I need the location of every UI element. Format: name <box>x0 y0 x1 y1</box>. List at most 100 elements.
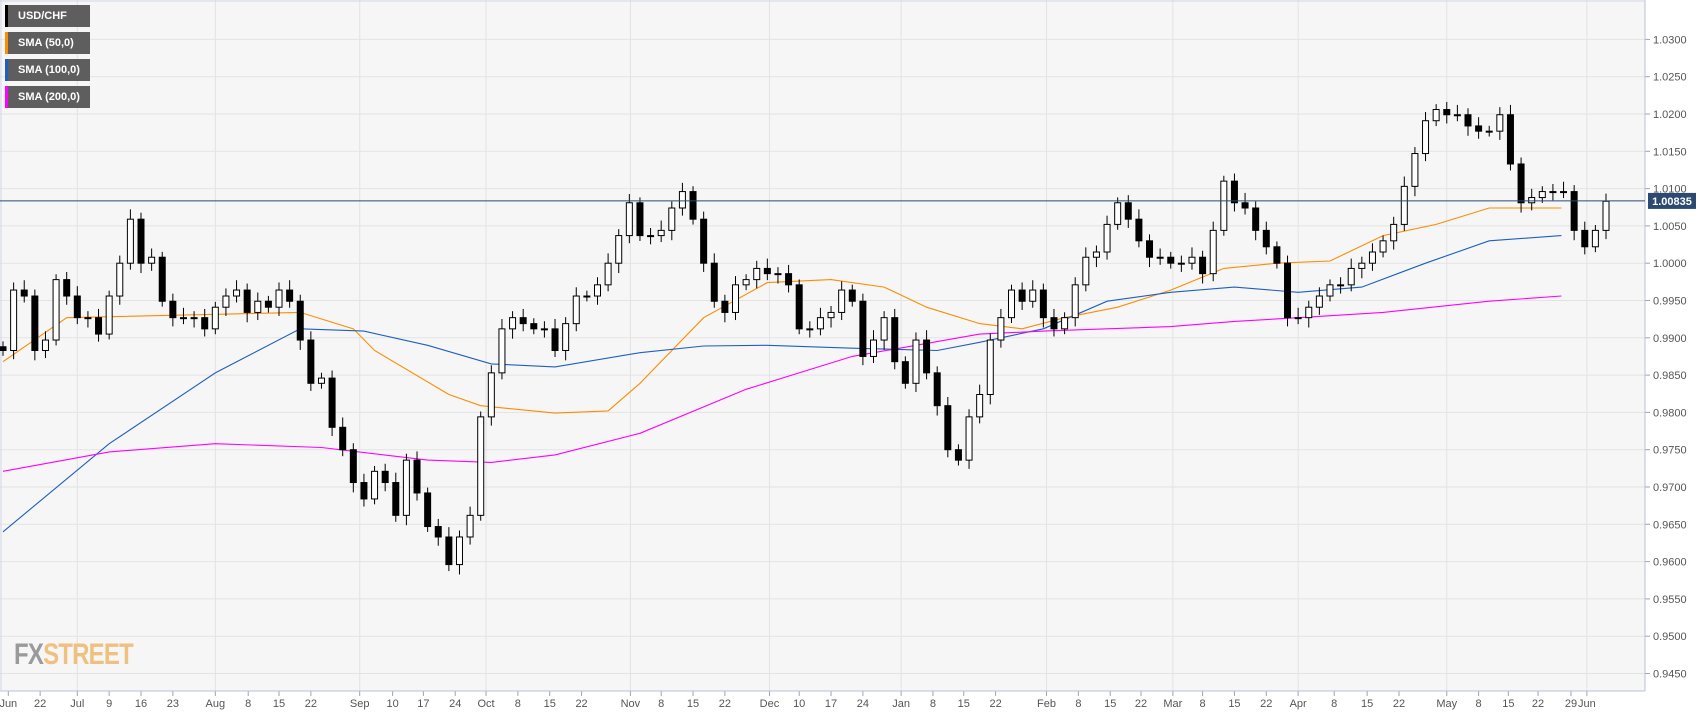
candle-body <box>254 300 262 313</box>
logo-street: STREET <box>43 638 134 671</box>
legend-swatch <box>5 86 8 108</box>
plot-area <box>0 0 1645 691</box>
candle-body <box>689 191 697 220</box>
candle-body <box>116 262 124 297</box>
x-tick-label: 22 <box>1135 698 1147 710</box>
legend-sma50[interactable]: SMA (50,0) <box>5 32 90 54</box>
x-tick-label: 23 <box>167 698 179 710</box>
x-tick-label: Jul <box>70 698 84 710</box>
candle-body <box>63 279 71 297</box>
y-tick-label: 1.0050 <box>1653 221 1687 233</box>
candle-body <box>1018 289 1026 302</box>
candle-body <box>201 317 209 330</box>
candle-body <box>371 470 379 500</box>
x-tick-label: 24 <box>449 698 461 710</box>
candle-body <box>1390 223 1398 242</box>
y-tick-label: 0.9450 <box>1653 669 1687 681</box>
candle-body <box>52 279 60 341</box>
candle-body <box>1305 306 1313 319</box>
x-tick-label: 22 <box>575 698 587 710</box>
candle-body <box>1368 251 1376 264</box>
candle-body <box>402 459 410 516</box>
candle-body <box>445 536 453 566</box>
x-tick-label: 8 <box>1476 698 1482 710</box>
legend-sma200[interactable]: SMA (200,0) <box>5 86 90 108</box>
candle-body <box>1220 180 1228 231</box>
candle-body <box>1241 202 1249 209</box>
candle-body <box>1103 223 1111 253</box>
candle-body <box>625 202 633 237</box>
candle-body <box>339 426 347 451</box>
x-tick-label: Nov <box>621 698 641 710</box>
sma-line <box>2 207 1562 414</box>
candle-body <box>190 317 198 320</box>
candle-body <box>615 235 623 264</box>
x-tick-label: 8 <box>930 698 936 710</box>
candle-body <box>275 289 283 308</box>
x-tick-label: 22 <box>305 698 317 710</box>
x-tick-label: 15 <box>1228 698 1240 710</box>
candle-body <box>1071 284 1079 319</box>
candle-body <box>1570 191 1578 231</box>
candle-body <box>1591 229 1599 248</box>
candle-body <box>795 284 803 330</box>
legend-label: USD/CHF <box>18 10 67 22</box>
candle-body <box>933 372 941 407</box>
candle-body <box>530 323 538 330</box>
candle-body <box>1549 191 1557 194</box>
candle-body <box>636 202 644 237</box>
candle-body <box>1485 130 1493 133</box>
candle-body <box>986 339 994 395</box>
candle-body <box>487 372 495 418</box>
candle-body <box>1453 114 1461 117</box>
candle-body <box>1124 202 1132 220</box>
x-tick-label: 10 <box>793 698 805 710</box>
candle-body <box>498 328 506 374</box>
candle-body <box>880 317 888 341</box>
candle-body <box>31 295 39 351</box>
candle-body <box>976 393 984 418</box>
y-tick-label: 1.0200 <box>1653 109 1687 121</box>
x-tick-label: Oct <box>477 698 494 710</box>
candle-body <box>1432 109 1440 122</box>
legend: USD/CHF SMA (50,0) SMA (100,0) SMA (200,… <box>5 5 90 113</box>
x-tick-label: 29 <box>1565 698 1577 710</box>
legend-swatch <box>5 5 8 27</box>
candle-body <box>264 300 272 308</box>
y-tick-label: 0.9700 <box>1653 482 1687 494</box>
x-tick-label: 15 <box>1361 698 1373 710</box>
logo-fx: FX <box>14 638 44 671</box>
candle-body <box>721 300 729 313</box>
candle-body <box>1230 180 1238 204</box>
x-tick-label: Apr <box>1290 698 1307 710</box>
candle-body <box>1262 229 1270 248</box>
candle-body <box>827 311 835 319</box>
candle-body <box>785 273 793 286</box>
candle-body <box>1538 191 1546 199</box>
candle-body <box>1273 246 1281 264</box>
candle-body <box>477 416 485 516</box>
x-tick-label: 22 <box>1532 698 1544 710</box>
x-tick-label: 22 <box>1393 698 1405 710</box>
y-tick-label: 0.9550 <box>1653 594 1687 606</box>
candle-body <box>1315 295 1323 308</box>
candle-body <box>1188 256 1196 264</box>
legend-label: SMA (100,0) <box>18 64 80 76</box>
legend-usdchf[interactable]: USD/CHF <box>5 5 90 27</box>
y-tick-label: 0.9500 <box>1653 631 1687 643</box>
x-tick-label: Sep <box>350 698 370 710</box>
candle-body <box>1337 284 1345 287</box>
candle-body <box>1284 262 1292 319</box>
candle-body <box>169 300 177 319</box>
candle-body <box>286 289 294 302</box>
legend-sma100[interactable]: SMA (100,0) <box>5 59 90 81</box>
candle-body <box>137 218 145 264</box>
candle-body <box>562 323 570 351</box>
candle-body <box>678 191 686 209</box>
candle-body <box>572 295 580 325</box>
x-tick-label: 17 <box>825 698 837 710</box>
candle-body <box>1177 262 1185 265</box>
candle-body <box>731 284 739 313</box>
candle-body <box>1146 240 1154 258</box>
